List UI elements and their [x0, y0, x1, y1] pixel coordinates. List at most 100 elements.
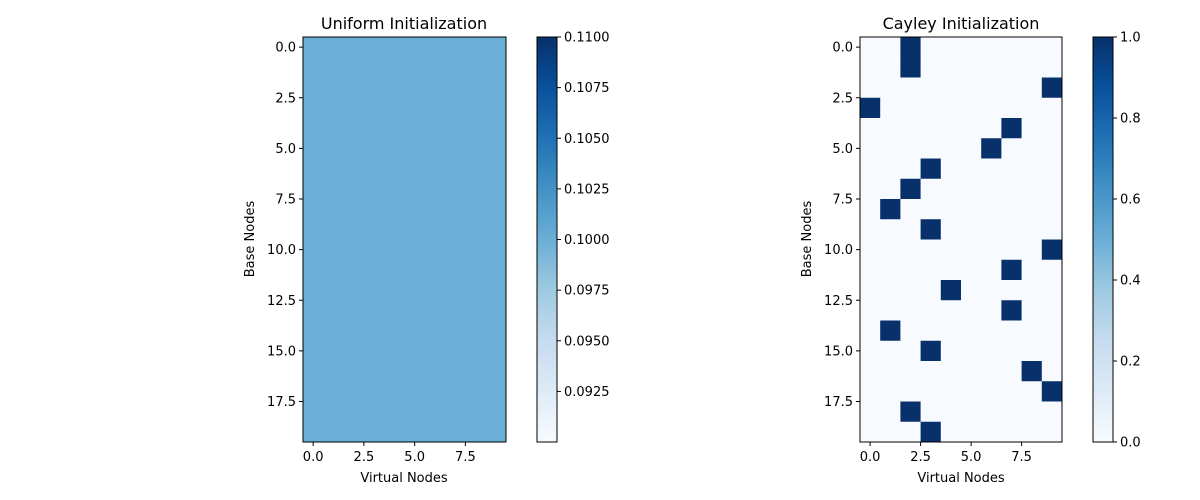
heatmap-cell [961, 381, 982, 402]
heatmap-cell [424, 118, 446, 139]
y-axis-label: Base Nodes [800, 201, 815, 278]
heatmap-cell [485, 320, 507, 342]
heatmap-cell [1041, 340, 1063, 362]
heatmap-cell [860, 219, 881, 240]
y-axis-ticks: 0.0 2.5 5.0 7.5 10.0 12.5 15.0 17.5 [267, 41, 303, 410]
heatmap-cell [940, 401, 962, 423]
heatmap-cell [900, 158, 921, 180]
x-tick-label: 7.5 [455, 450, 476, 465]
heatmap-cell [940, 199, 962, 220]
heatmap-cell [940, 219, 962, 240]
x-axis-ticks: 0.0 2.5 5.0 7.5 [303, 442, 476, 465]
heatmap-cell [981, 97, 1002, 119]
heatmap-cell [920, 37, 942, 58]
heatmap-cell [323, 37, 344, 58]
heatmap-cell [445, 138, 466, 159]
heatmap-cell [981, 259, 1002, 281]
heatmap-cell [920, 178, 942, 200]
colorbar-tick-label: 0.1025 [564, 182, 610, 197]
heatmap-cell [363, 118, 385, 139]
x-tick-label: 5.0 [404, 450, 425, 465]
heatmap-cell [1001, 178, 1022, 200]
heatmap-cell [900, 381, 921, 402]
y-tick-label: 10.0 [824, 243, 853, 258]
heatmap-cell [404, 178, 426, 200]
heatmap-cell [323, 138, 344, 159]
heatmap-cell [363, 320, 385, 342]
heatmap-cell [303, 340, 324, 362]
heatmap-cell [303, 320, 324, 342]
heatmap-cell [303, 401, 324, 423]
heatmap-cell [404, 239, 426, 261]
heatmap-cell [424, 97, 446, 119]
heatmap-cell [323, 178, 344, 200]
heatmap-cell [860, 381, 881, 402]
colorbar-tick-label: 0.1000 [564, 233, 610, 248]
chart-title: Uniform Initialization [321, 14, 487, 33]
heatmap-cell [384, 158, 405, 180]
heatmap-cell [1001, 158, 1022, 180]
colorbar-tick-label: 0.8 [1120, 112, 1141, 127]
heatmap-cell [940, 340, 962, 362]
heatmap-cell [860, 37, 881, 58]
heatmap-cell [303, 361, 324, 382]
heatmap-cell [981, 37, 1002, 58]
heatmap-cell [961, 138, 982, 159]
heatmap-cell [900, 118, 921, 139]
heatmap-cell [1041, 178, 1063, 200]
heatmap-cell [920, 239, 942, 261]
heatmap-cell [384, 381, 405, 402]
heatmap-cell [323, 361, 344, 382]
y-tick-label: 0.0 [832, 41, 853, 56]
heatmap-cell [981, 219, 1002, 240]
heatmap-cell [485, 37, 507, 58]
heatmap-cell [940, 97, 962, 119]
heatmap-cell [424, 219, 446, 240]
heatmap-cell [424, 178, 446, 200]
heatmap-cell [404, 320, 426, 342]
heatmap-cell [363, 97, 385, 119]
heatmap-cell [465, 320, 487, 342]
heatmap-cell [384, 239, 405, 261]
heatmap-cell [323, 421, 344, 443]
heatmap-cell [465, 219, 487, 240]
heatmap-cell [1021, 57, 1043, 78]
colorbar-tick-label: 1.0 [1120, 31, 1141, 46]
heatmap-cell [961, 97, 982, 119]
heatmap-cell [445, 118, 466, 139]
heatmap-cell [404, 219, 426, 240]
heatmap-cell [920, 77, 942, 99]
heatmap-cell [485, 178, 507, 200]
heatmap-cell [981, 57, 1002, 78]
heatmap-cell [940, 300, 962, 321]
heatmap-cell [981, 178, 1002, 200]
heatmap-cell [860, 361, 881, 382]
heatmap-cell [981, 340, 1002, 362]
heatmap-cell [860, 118, 881, 139]
heatmap-cell [343, 97, 365, 119]
heatmap-cell [445, 340, 466, 362]
heatmap-cell [384, 401, 405, 423]
heatmap-cell [860, 259, 881, 281]
heatmap-cell [445, 421, 466, 443]
heatmap-cell [880, 381, 901, 402]
heatmap-cell [465, 280, 487, 301]
y-tick-label: 7.5 [275, 193, 296, 208]
y-axis-ticks: 0.0 2.5 5.0 7.5 10.0 12.5 15.0 17.5 [824, 41, 860, 410]
x-tick-label: 7.5 [1011, 450, 1032, 465]
heatmap-panel-cayley: Cayley Initialization 0.0 2.5 5.0 7.5 0.0 2.… [800, 14, 1141, 486]
heatmap-cell [343, 239, 365, 261]
heatmap-cell [323, 239, 344, 261]
heatmap-cell [1021, 37, 1043, 58]
heatmap-cell [1041, 118, 1063, 139]
heatmap-cell [465, 77, 487, 99]
y-tick-label: 12.5 [824, 294, 853, 309]
heatmap-cell [445, 381, 466, 402]
heatmap-cell [860, 77, 881, 99]
plot-frame [859, 36, 1063, 443]
heatmap-cell [1021, 118, 1043, 139]
heatmap-cell [465, 300, 487, 321]
heatmap-cell [363, 259, 385, 281]
heatmap-cell [900, 239, 921, 261]
